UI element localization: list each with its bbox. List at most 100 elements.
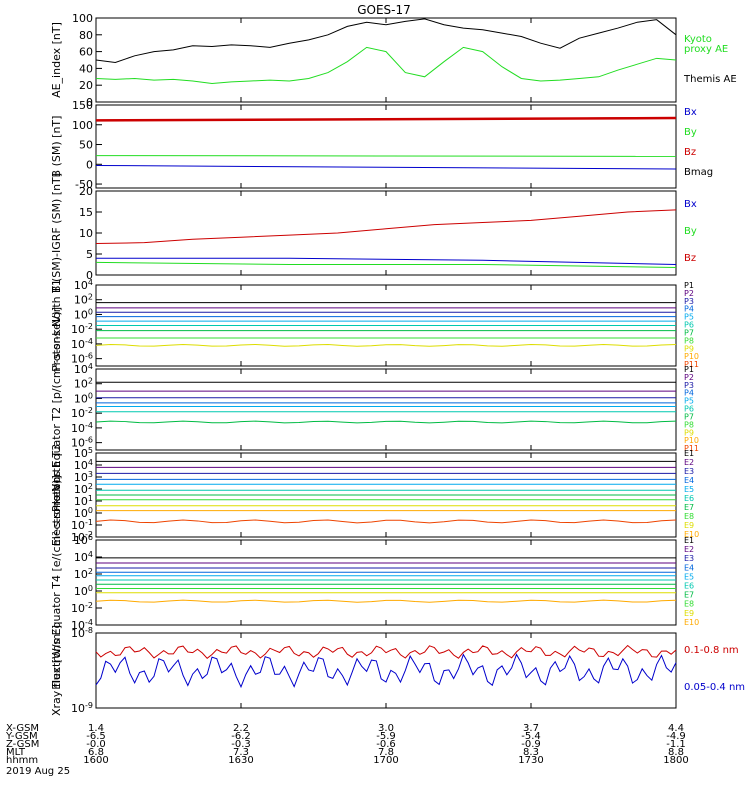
xaxis-row-label: Y-GSM: [5, 731, 38, 742]
legend-label: P7: [684, 412, 694, 421]
y-tick-label: 20: [79, 185, 93, 198]
y-tick-label: 102: [74, 293, 93, 307]
xaxis-row-value: 3.0: [378, 723, 394, 734]
y-tick-label: 5: [86, 248, 93, 261]
panel-frame: [95, 17, 677, 103]
xaxis-row-value: -6.5: [86, 731, 106, 742]
y-tick-label: 106: [74, 533, 93, 547]
y-tick-label: 102: [74, 482, 93, 496]
xaxis-row-value: 2.2: [233, 723, 249, 734]
series-xray-0: [95, 644, 677, 659]
legend-label: P3: [684, 381, 694, 390]
xaxis-row-value: -0.6: [376, 739, 396, 750]
panel-xray: 10-8 10-9 Xray flux [W/m²] 0.1-0.8 nm 0.05-0…: [50, 625, 745, 716]
legend-label: Bx: [684, 107, 697, 118]
y-tick-label: 100: [74, 307, 93, 321]
legend-label: proxy AE: [684, 44, 728, 55]
y-tick-label: 10-4: [71, 421, 93, 435]
legend-label: P11: [684, 360, 699, 369]
y-axis-label: AE_index [nT]: [50, 22, 63, 98]
legend-label: E4: [684, 476, 694, 485]
y-tick-label: 0: [86, 158, 93, 171]
y-tick-label: 10-2: [71, 601, 93, 615]
plot-title: GOES-17: [357, 3, 411, 17]
xaxis-row-value: 1.4: [88, 723, 104, 734]
y-tick-label: 80: [79, 29, 93, 42]
y-tick-label: 10-2: [71, 530, 93, 544]
legend-label: E1: [684, 449, 694, 458]
y-tick-label: 10-8: [71, 626, 93, 640]
y-tick-label: 40: [79, 62, 93, 75]
legend-label: E9: [684, 609, 694, 618]
series-bz: [95, 116, 677, 122]
y-tick-label: 104: [74, 362, 93, 376]
legend-label: P4: [684, 305, 694, 314]
legend-label: E8: [684, 600, 694, 609]
legend-label: P4: [684, 389, 694, 398]
legend-label: E2: [684, 545, 694, 554]
y-tick-label: 0: [86, 96, 93, 109]
legend-label: P10: [684, 436, 699, 445]
legend-label: E9: [684, 521, 694, 530]
legend-label: P7: [684, 328, 694, 337]
y-axis-label: B (SM) [nT]: [50, 116, 63, 178]
legend-label: E7: [684, 591, 694, 600]
xaxis-row-value: 1730: [518, 755, 543, 766]
flux-channel-line: [95, 599, 677, 603]
y-tick-label: 150: [72, 99, 93, 112]
y-axis-label: Electrons Equator T4 [e/(cm²-s-sr-keV)]: [50, 475, 63, 690]
legend-label: E5: [684, 485, 694, 494]
legend-label: P3: [684, 297, 694, 306]
legend-label: 0.05-0.4 nm: [684, 682, 745, 693]
legend-label: P8: [684, 420, 694, 429]
legend-label: E3: [684, 554, 694, 563]
legend-label: P6: [684, 321, 694, 330]
legend-label: P1: [684, 281, 694, 290]
y-axis-label: Protons Equator T2 [p/(cm²-s-sr-keV)]: [50, 307, 63, 512]
flux-channel-line: [95, 519, 677, 524]
y-tick-label: 103: [74, 470, 93, 484]
y-tick-label: 60: [79, 46, 93, 59]
legend-label: 0.1-0.8 nm: [684, 645, 739, 656]
series-bx: [95, 164, 677, 170]
y-tick-label: 104: [74, 458, 93, 472]
y-tick-label: 100: [74, 584, 93, 598]
legend-label: E3: [684, 467, 694, 476]
xaxis-row-value: -0.3: [231, 739, 251, 750]
y-tick-label: 10-4: [71, 337, 93, 351]
panel-bsm: -50 0 50 100 150 B (SM) [nT] Bx By Bz Bmag: [50, 99, 713, 191]
y-tick-label: 104: [74, 550, 93, 564]
series-themis-ae: [95, 18, 677, 64]
legend-label: E10: [684, 530, 699, 539]
xaxis-row-value: -4.9: [666, 731, 686, 742]
panel-electrons_t4: 106 104 102 100 10-2 10-4 Electrons Equator T4…: [50, 475, 699, 690]
legend-label: P11: [684, 444, 699, 453]
legend-label: P9: [684, 344, 694, 353]
legend-label: P2: [684, 373, 694, 382]
legend-label: E10: [684, 618, 699, 627]
xaxis-row-value: -6.2: [231, 731, 251, 742]
y-tick-label: 10: [79, 227, 93, 240]
legend-label: E5: [684, 572, 694, 581]
y-tick-label: 10-6: [71, 352, 93, 366]
legend-label: P10: [684, 352, 699, 361]
y-tick-label: 102: [74, 377, 93, 391]
y-tick-label: -50: [75, 178, 93, 191]
xaxis-row-value: -1.1: [666, 739, 686, 750]
legend-label: P1: [684, 365, 694, 374]
flux-channel-line: [95, 420, 677, 424]
legend-label: Bmag: [684, 167, 713, 178]
xaxis-row-value: 3.7: [523, 723, 539, 734]
xaxis-row-value: -5.9: [376, 731, 396, 742]
xaxis-row-value: 7.8: [378, 747, 394, 758]
panel-frame: [95, 539, 677, 626]
xaxis-row-value: 1700: [373, 755, 398, 766]
legend-label: E8: [684, 512, 694, 521]
y-tick-label: 10-1: [71, 518, 93, 532]
legend-label: P8: [684, 336, 694, 345]
legend-label: P9: [684, 428, 694, 437]
xaxis-row-value: -0.9: [521, 739, 541, 750]
